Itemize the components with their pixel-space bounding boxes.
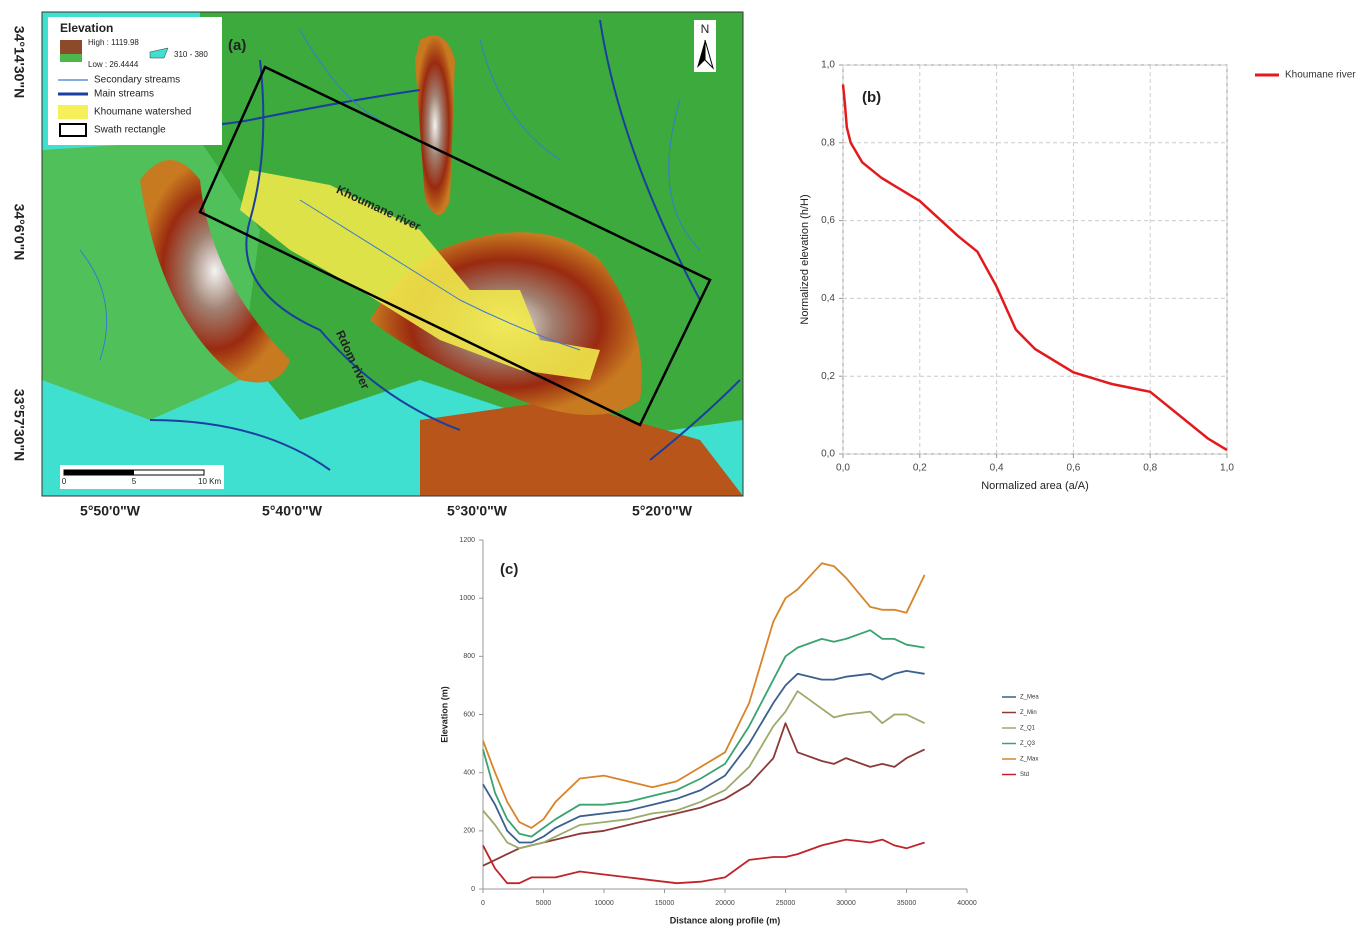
series-line — [482, 838, 925, 885]
legend-text: Secondary streams — [94, 75, 180, 86]
north-label: N — [701, 22, 710, 36]
north-arrow — [697, 40, 705, 68]
y-tick-label: 1,0 — [821, 60, 835, 71]
legend-text: Khoumane watershed — [94, 107, 191, 118]
y-tick-label: 0,4 — [821, 293, 835, 304]
terrain-brown — [420, 400, 743, 496]
terrain-ridge — [415, 35, 455, 215]
lon-label: 5°40'0"W — [262, 503, 323, 519]
map-frame — [41, 11, 744, 497]
terrain-ridge — [140, 160, 290, 383]
x-tick-label: 0,8 — [1143, 463, 1157, 474]
panel-label: (b) — [862, 89, 881, 106]
series-line — [841, 84, 1228, 452]
legend-label: Z_Min — [1020, 710, 1037, 716]
x-tick-label: 1,0 — [1220, 463, 1234, 474]
north-arrow — [704, 39, 715, 70]
legend-text: Swath rectangle — [94, 125, 166, 136]
y-tick-label: 0,2 — [821, 371, 835, 382]
lat-label: 34°14'30"N — [11, 26, 27, 98]
x-tick-label: 0,4 — [990, 463, 1004, 474]
secondary-stream — [79, 29, 701, 361]
swath-rectangle — [198, 65, 712, 427]
legend-text: Main streams — [94, 89, 154, 100]
series-line — [482, 670, 925, 844]
legend-swatch — [59, 123, 87, 137]
plot-frame — [842, 64, 1228, 455]
x-tick-label: 15000 — [655, 900, 675, 907]
y-tick-label: 0,6 — [821, 215, 835, 226]
legend-text: 310 - 380 — [174, 50, 208, 59]
series-line — [482, 690, 925, 850]
scale-label: 5 — [132, 477, 137, 486]
legend-text: Low : 26.4444 — [88, 60, 139, 69]
y-axis-label: Elevation (m) — [439, 686, 449, 743]
x-tick-label: 10000 — [594, 900, 614, 907]
legend-swatch — [58, 105, 88, 119]
legend-label: Z_Max — [1020, 757, 1038, 763]
scale-label: 0 — [62, 477, 67, 486]
scale-bar — [64, 470, 134, 475]
x-tick-label: 0 — [481, 900, 485, 907]
x-axis-label: Normalized area (a/A) — [981, 480, 1089, 492]
series-line — [482, 562, 926, 829]
lat-label: 33°57'30"N — [11, 389, 27, 461]
y-tick-label: 0,8 — [821, 137, 835, 148]
x-tick-label: 0,0 — [836, 463, 850, 474]
x-tick-label: 0,2 — [913, 463, 927, 474]
y-tick-label: 0,0 — [821, 449, 835, 460]
legend-title: Elevation — [60, 21, 113, 35]
y-tick-label: 0 — [471, 886, 475, 893]
scale-bar-box — [60, 465, 224, 489]
y-tick-label: 1200 — [459, 537, 475, 544]
y-tick-label: 600 — [463, 711, 475, 718]
lon-label: 5°30'0"W — [447, 503, 508, 519]
y-tick-label: 400 — [463, 770, 475, 777]
terrain-green — [42, 140, 260, 420]
scale-label: 10 Km — [198, 477, 221, 486]
x-tick-label: 0,6 — [1066, 463, 1080, 474]
x-tick-label: 35000 — [897, 900, 917, 907]
legend-swatch — [60, 54, 82, 62]
legend-label: Std — [1020, 772, 1029, 778]
y-tick-label: 200 — [463, 828, 475, 835]
y-tick-label: 800 — [463, 653, 475, 660]
x-tick-label: 5000 — [536, 900, 552, 907]
legend-label: Khoumane river — [1285, 70, 1356, 81]
x-axis-label: Distance along profile (m) — [670, 915, 781, 925]
legend-label: Z_Q1 — [1020, 726, 1036, 732]
panel-label: (c) — [500, 561, 518, 578]
x-tick-label: 25000 — [776, 900, 796, 907]
legend-label: Z_Q3 — [1020, 741, 1036, 747]
x-tick-label: 40000 — [957, 900, 977, 907]
x-tick-label: 20000 — [715, 900, 735, 907]
x-tick-label: 30000 — [836, 900, 856, 907]
lat-label: 34°6'0"N — [11, 204, 27, 261]
y-tick-label: 1000 — [459, 595, 475, 602]
series-line — [482, 629, 925, 838]
lon-label: 5°50'0"W — [80, 503, 141, 519]
map: Khoumane river Rdom river (a) N Elevatio… — [42, 12, 743, 496]
lon-label: 5°20'0"W — [632, 503, 693, 519]
panel-label: (a) — [228, 37, 246, 54]
legend-text: High : 1119.98 — [88, 38, 139, 47]
y-axis-label: Normalized elevation (h/H) — [799, 194, 811, 324]
legend-swatch — [149, 47, 169, 59]
main-stream — [59, 19, 741, 471]
series-line — [482, 722, 925, 867]
legend-label: Z_Mea — [1020, 695, 1039, 701]
